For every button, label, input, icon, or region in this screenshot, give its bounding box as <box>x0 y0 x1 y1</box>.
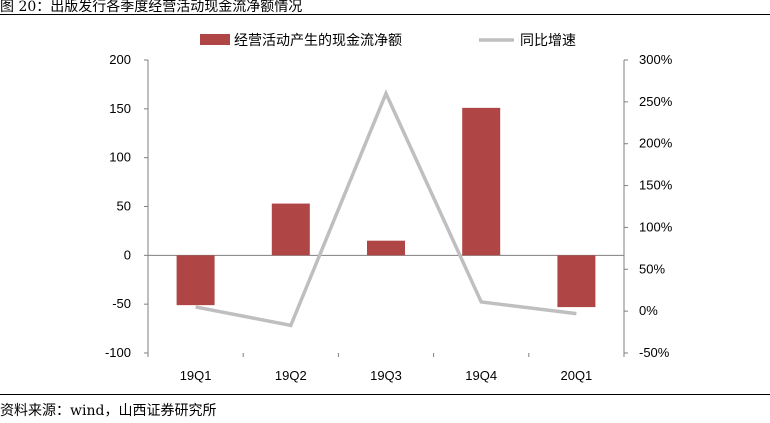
x-tick-label: 19Q1 <box>180 368 212 383</box>
left-tick-label: 200 <box>109 52 131 67</box>
figure-title: 图 20：出版发行各季度经营活动现金流净额情况 <box>0 0 303 15</box>
right-tick-label: 50% <box>639 261 665 276</box>
bottom-rule <box>0 394 770 395</box>
left-tick-label: 150 <box>109 101 131 116</box>
left-tick-label: 50 <box>117 199 131 214</box>
left-tick-label: -50 <box>112 296 131 311</box>
right-tick-label: 150% <box>639 178 673 193</box>
left-tick-label: 100 <box>109 150 131 165</box>
right-tick-label: 200% <box>639 136 673 151</box>
line-series <box>195 89 577 328</box>
x-tick-label: 20Q1 <box>560 368 592 383</box>
legend-bar-swatch <box>200 34 230 45</box>
growth-line <box>195 89 577 328</box>
bar <box>176 255 215 306</box>
chart-legend: 经营活动产生的现金流净额 同比增速 <box>200 33 576 49</box>
left-tick-label: 0 <box>124 247 131 262</box>
bar <box>367 240 405 256</box>
top-rule <box>0 14 770 15</box>
right-tick-label: -50% <box>639 345 670 360</box>
left-tick-label: -100 <box>105 345 131 360</box>
legend-bar-label: 经营活动产生的现金流净额 <box>234 33 402 49</box>
legend-line-label: 同比增速 <box>520 33 576 49</box>
bar <box>557 255 596 308</box>
x-tick-label: 19Q4 <box>465 368 497 383</box>
tick-labels: -100 -50 0 50 100 150 200 -50% 0% 50% 100% 150% 200%… <box>105 52 673 383</box>
bar-series <box>176 107 596 308</box>
right-tick-label: 0% <box>639 303 658 318</box>
right-tick-label: 300% <box>639 52 673 67</box>
bar <box>271 203 310 256</box>
right-tick-label: 250% <box>639 94 673 109</box>
source-note: 资料来源：wind，山西证券研究所 <box>0 403 217 419</box>
right-tick-label: 100% <box>639 219 673 234</box>
x-tick-label: 19Q2 <box>275 368 307 383</box>
x-tick-label: 19Q3 <box>370 368 402 383</box>
bar <box>462 107 501 256</box>
